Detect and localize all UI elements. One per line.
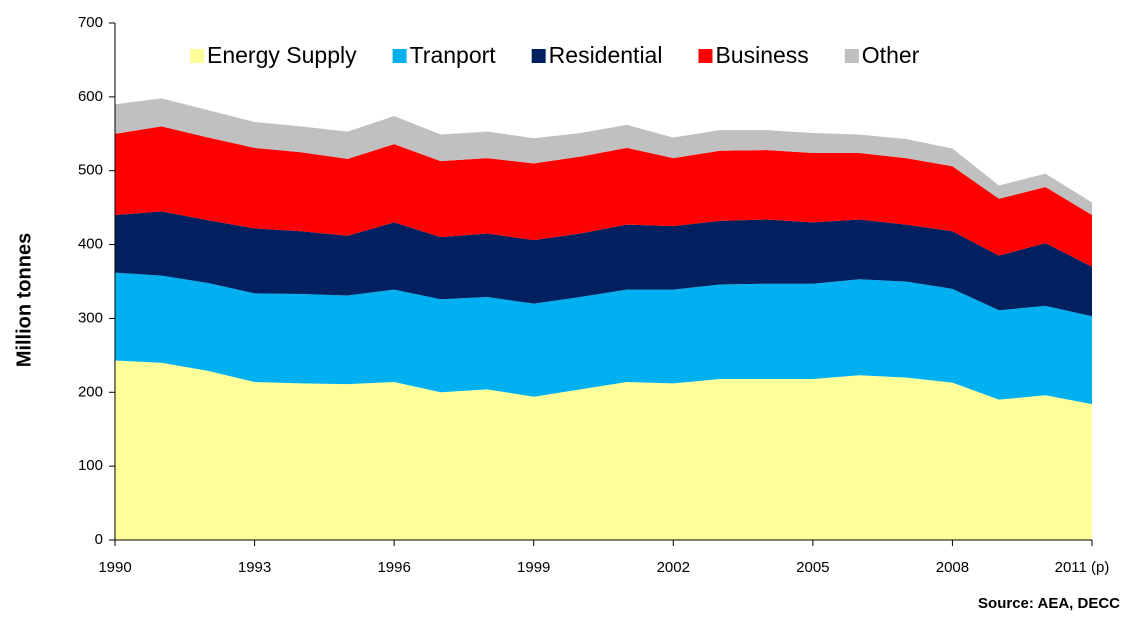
y-tick-label: 100	[78, 457, 103, 474]
area	[115, 126, 1092, 267]
area	[115, 272, 1092, 405]
y-tick-label: 0	[95, 531, 103, 548]
x-tick-label: 1990	[98, 559, 131, 576]
y-tick-label: 700	[78, 14, 103, 31]
legend-swatch	[698, 49, 713, 63]
legend-label: Residential	[549, 42, 663, 68]
legend-label: Energy Supply	[207, 42, 357, 68]
x-tick-label: 2002	[657, 559, 690, 576]
source-note: Source: AEA, DECC	[978, 595, 1120, 612]
legend-label: Other	[862, 42, 920, 68]
legend-label: Business	[715, 42, 808, 68]
y-tick-label: 200	[78, 383, 103, 400]
x-tick-label: 1993	[238, 559, 271, 576]
area	[115, 360, 1092, 540]
legend-swatch	[392, 49, 407, 63]
x-tick-label: 1996	[377, 559, 410, 576]
area	[115, 98, 1092, 216]
y-tick-label: 300	[78, 309, 103, 326]
legend-swatch	[190, 49, 204, 63]
y-tick-label: 400	[78, 236, 103, 253]
x-tick-label: 2005	[796, 559, 829, 576]
legend-label: Tranport	[410, 42, 497, 68]
x-tick-label: 1999	[517, 559, 550, 576]
y-tick-label: 500	[78, 162, 103, 179]
legend-swatch	[531, 49, 546, 63]
area	[115, 211, 1092, 317]
y-axis-label: Million tonnes	[13, 233, 35, 367]
x-tick-label: 2008	[936, 559, 969, 576]
x-tick-label: 2011 (p)	[1055, 559, 1110, 576]
y-tick-label: 600	[78, 88, 103, 105]
legend-swatch	[844, 49, 859, 63]
